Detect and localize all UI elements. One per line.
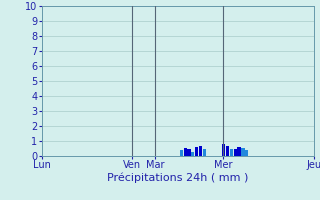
Bar xyxy=(230,148,233,156)
Bar xyxy=(203,149,206,156)
Bar xyxy=(191,152,195,156)
Bar xyxy=(245,150,248,156)
Bar xyxy=(195,147,198,156)
Bar xyxy=(199,146,202,156)
Bar xyxy=(237,147,241,156)
Bar xyxy=(226,146,229,156)
X-axis label: Précipitations 24h ( mm ): Précipitations 24h ( mm ) xyxy=(107,173,248,183)
Bar xyxy=(188,148,191,156)
Bar xyxy=(180,150,183,156)
Bar xyxy=(234,149,237,156)
Bar xyxy=(241,148,244,156)
Bar xyxy=(222,144,226,156)
Bar xyxy=(184,148,187,156)
